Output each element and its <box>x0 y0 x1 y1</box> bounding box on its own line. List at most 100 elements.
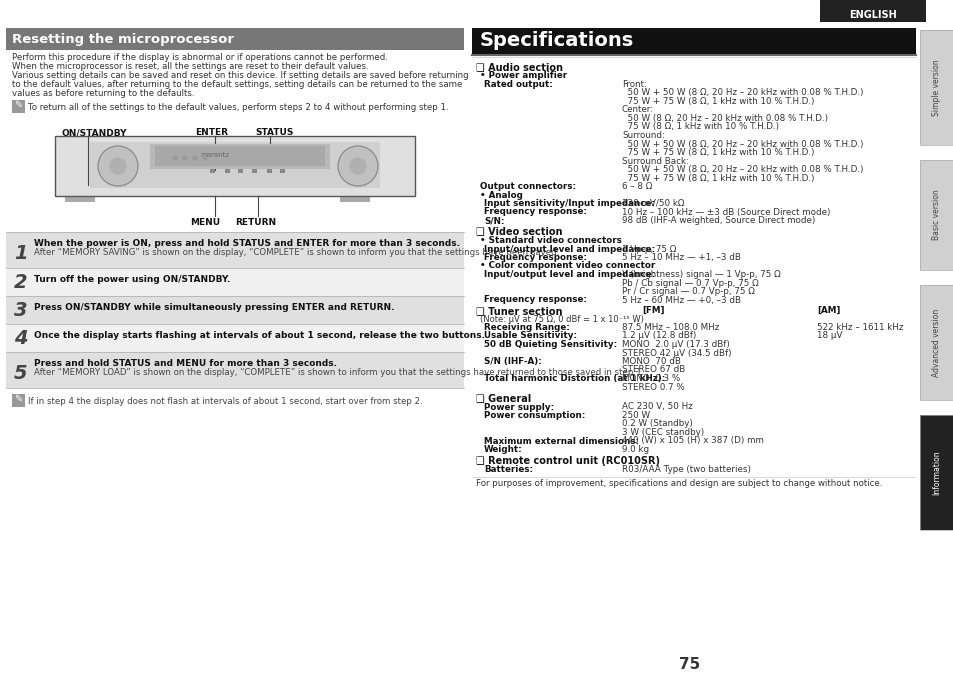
Bar <box>6 232 463 268</box>
Text: 4: 4 <box>14 329 28 348</box>
Text: STEREO 42 μV (34.5 dBf): STEREO 42 μV (34.5 dBf) <box>621 349 731 358</box>
Bar <box>12 394 25 407</box>
Text: Power supply:: Power supply: <box>483 402 554 411</box>
Text: Press and hold STATUS and MENU for more than 3 seconds.: Press and hold STATUS and MENU for more … <box>34 359 336 368</box>
Text: 50 W (8 Ω, 20 Hz – 20 kHz with 0.08 % T.H.D.): 50 W (8 Ω, 20 Hz – 20 kHz with 0.08 % T.… <box>621 114 827 123</box>
Text: Turn off the power using ON/STANDBY.: Turn off the power using ON/STANDBY. <box>34 275 230 284</box>
Bar <box>919 285 953 400</box>
Text: (Note: μV at 75 Ω, 0 dBf = 1 x 10⁻¹⁵ W): (Note: μV at 75 Ω, 0 dBf = 1 x 10⁻¹⁵ W) <box>479 315 643 323</box>
Text: ✎: ✎ <box>14 394 22 404</box>
Text: Power consumption:: Power consumption: <box>483 411 585 420</box>
Text: ❑ Tuner section: ❑ Tuner section <box>476 306 562 316</box>
Text: 1.2 μV (12.8 dBf): 1.2 μV (12.8 dBf) <box>621 332 696 340</box>
Text: Frequency response:: Frequency response: <box>483 296 586 304</box>
Text: • Analog: • Analog <box>479 191 522 200</box>
Text: values as before returning to the defaults.: values as before returning to the defaul… <box>12 89 194 98</box>
Text: To return all of the settings to the default values, perform steps 2 to 4 withou: To return all of the settings to the def… <box>28 103 448 112</box>
Text: Frequency response:: Frequency response: <box>483 253 586 262</box>
Bar <box>472 28 915 55</box>
Text: Advanced version: Advanced version <box>931 308 941 377</box>
Text: 75: 75 <box>679 657 700 672</box>
Text: Press ON/STANDBY while simultaneously pressing ENTER and RETURN.: Press ON/STANDBY while simultaneously pr… <box>34 303 395 312</box>
Text: If in step 4 the display does not flash at intervals of about 1 second, start ov: If in step 4 the display does not flash … <box>28 397 422 406</box>
Bar <box>919 415 953 530</box>
Text: 75 W + 75 W (8 Ω, 1 kHz with 10 % T.H.D.): 75 W + 75 W (8 Ω, 1 kHz with 10 % T.H.D.… <box>621 148 814 157</box>
Text: ENGLISH: ENGLISH <box>848 10 896 20</box>
Text: 5 Hz – 10 MHz — +1, –3 dB: 5 Hz – 10 MHz — +1, –3 dB <box>621 253 740 262</box>
Text: Resetting the microprocessor: Resetting the microprocessor <box>12 33 233 46</box>
Text: MONO  2.0 μV (17.3 dBf): MONO 2.0 μV (17.3 dBf) <box>621 340 729 349</box>
Text: 98 dB (IHF-A weighted, Source Direct mode): 98 dB (IHF-A weighted, Source Direct mod… <box>621 216 815 225</box>
Bar <box>919 415 953 530</box>
Text: Maximum external dimensions:: Maximum external dimensions: <box>483 437 639 445</box>
Text: Pb / Cb signal — 0.7 Vp-p, 75 Ω: Pb / Cb signal — 0.7 Vp-p, 75 Ω <box>621 279 758 287</box>
Circle shape <box>350 158 366 174</box>
Text: 3: 3 <box>14 301 28 320</box>
Bar <box>339 196 370 202</box>
Text: Pr / Cr signal — 0.7 Vp-p, 75 Ω: Pr / Cr signal — 0.7 Vp-p, 75 Ω <box>621 287 754 296</box>
Text: Input/output level and impedance:: Input/output level and impedance: <box>483 270 655 279</box>
Text: Specifications: Specifications <box>479 31 634 50</box>
Text: ❑ Remote control unit (RC010SR): ❑ Remote control unit (RC010SR) <box>476 456 659 466</box>
Text: 9.0 kg: 9.0 kg <box>621 445 648 454</box>
Bar <box>225 169 230 173</box>
Text: 75 W (8 Ω, 1 kHz with 10 % T.H.D.): 75 W (8 Ω, 1 kHz with 10 % T.H.D.) <box>621 123 779 131</box>
Text: 3 W (CEC standby): 3 W (CEC standby) <box>621 428 703 437</box>
Text: ENTER: ENTER <box>194 128 228 137</box>
Text: RETURN: RETURN <box>234 218 275 227</box>
Text: 50 W + 50 W (8 Ω, 20 Hz – 20 kHz with 0.08 % T.H.D.): 50 W + 50 W (8 Ω, 20 Hz – 20 kHz with 0.… <box>621 140 862 148</box>
Text: Basic version: Basic version <box>931 189 941 240</box>
Circle shape <box>193 156 196 160</box>
Text: When the microprocessor is reset, all the settings are reset to their default va: When the microprocessor is reset, all th… <box>12 62 368 71</box>
Bar <box>919 30 953 145</box>
Bar <box>919 160 953 270</box>
Circle shape <box>110 158 126 174</box>
Text: When the power is ON, press and hold STATUS and ENTER for more than 3 seconds.: When the power is ON, press and hold STA… <box>34 239 459 248</box>
Text: 50 dB Quieting Sensitivity:: 50 dB Quieting Sensitivity: <box>483 340 617 349</box>
Text: Front:: Front: <box>621 80 646 89</box>
Text: Simple version: Simple version <box>931 59 941 116</box>
Text: 130 mV/50 kΩ: 130 mV/50 kΩ <box>621 199 684 208</box>
Text: After “MEMORY SAVING” is shown on the display, “COMPLETE” is shown to inform you: After “MEMORY SAVING” is shown on the di… <box>34 248 558 257</box>
Text: MONO  70 dB: MONO 70 dB <box>621 357 680 366</box>
Circle shape <box>203 156 207 160</box>
Text: 1: 1 <box>14 244 28 263</box>
Text: Information: Information <box>931 450 941 495</box>
Text: Perform this procedure if the display is abnormal or if operations cannot be per: Perform this procedure if the display is… <box>12 53 388 62</box>
Text: STEREO 67 dB: STEREO 67 dB <box>621 366 684 375</box>
Text: MONO  0.3 %: MONO 0.3 % <box>621 374 679 383</box>
Text: 5 Hz – 60 MHz — +0, –3 dB: 5 Hz – 60 MHz — +0, –3 dB <box>621 296 740 304</box>
Text: Frequency response:: Frequency response: <box>483 208 586 217</box>
Text: 50 W + 50 W (8 Ω, 20 Hz – 20 kHz with 0.08 % T.H.D.): 50 W + 50 W (8 Ω, 20 Hz – 20 kHz with 0.… <box>621 89 862 97</box>
Bar <box>6 268 463 296</box>
Text: ❑ Video section: ❑ Video section <box>476 227 562 236</box>
Bar <box>154 146 325 166</box>
Text: ON/STANDBY: ON/STANDBY <box>62 128 128 137</box>
Text: 75 W + 75 W (8 Ω, 1 kHz with 10 % T.H.D.): 75 W + 75 W (8 Ω, 1 kHz with 10 % T.H.D.… <box>621 174 814 183</box>
Circle shape <box>172 156 177 160</box>
Text: • Standard video connectors: • Standard video connectors <box>479 236 621 245</box>
Text: ✎: ✎ <box>14 99 22 110</box>
Text: After “MEMORY LOAD” is shown on the display, “COMPLETE” is shown to inform you t: After “MEMORY LOAD” is shown on the disp… <box>34 368 643 377</box>
Bar <box>55 136 415 196</box>
Circle shape <box>183 156 187 160</box>
Bar <box>267 169 272 173</box>
Bar <box>150 144 330 169</box>
Text: ❑ General: ❑ General <box>476 393 531 403</box>
Text: Surround:: Surround: <box>621 131 664 140</box>
Bar <box>6 324 463 352</box>
Text: S/N (IHF-A):: S/N (IHF-A): <box>483 357 541 366</box>
Text: ❑ Audio section: ❑ Audio section <box>476 62 562 72</box>
Text: Total harmonic Distortion (at 1 kHz):: Total harmonic Distortion (at 1 kHz): <box>483 374 664 383</box>
Text: STEREO 0.7 %: STEREO 0.7 % <box>621 383 684 392</box>
Text: • Power amplifier: • Power amplifier <box>479 72 566 80</box>
Text: MENU: MENU <box>190 218 220 227</box>
Bar <box>280 169 285 173</box>
Text: STATUS: STATUS <box>254 128 294 137</box>
Text: For purposes of improvement, specifications and design are subject to change wit: For purposes of improvement, specificati… <box>476 479 882 488</box>
Text: 250 W: 250 W <box>621 411 649 420</box>
Text: 5: 5 <box>14 364 28 383</box>
Bar <box>820 0 925 22</box>
Text: 87.5 MHz – 108.0 MHz: 87.5 MHz – 108.0 MHz <box>621 323 719 332</box>
Bar <box>65 196 95 202</box>
